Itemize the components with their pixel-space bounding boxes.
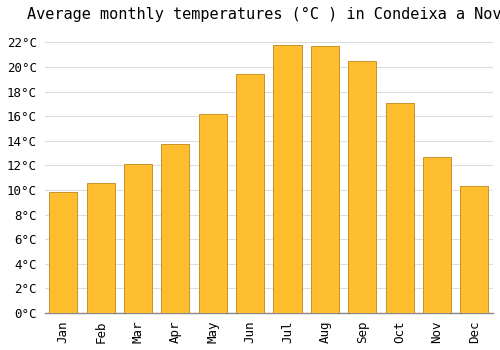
Bar — [162, 145, 190, 313]
Bar — [274, 45, 301, 313]
Bar — [50, 193, 78, 313]
Bar — [86, 183, 115, 313]
Bar — [348, 61, 376, 313]
Title: Average monthly temperatures (°C ) in Condeixa a Nova: Average monthly temperatures (°C ) in Co… — [27, 7, 500, 22]
Bar — [124, 164, 152, 313]
Bar — [423, 157, 451, 313]
Bar — [460, 186, 488, 313]
Bar — [236, 74, 264, 313]
Bar — [198, 114, 227, 313]
Bar — [311, 46, 339, 313]
Bar — [386, 103, 413, 313]
